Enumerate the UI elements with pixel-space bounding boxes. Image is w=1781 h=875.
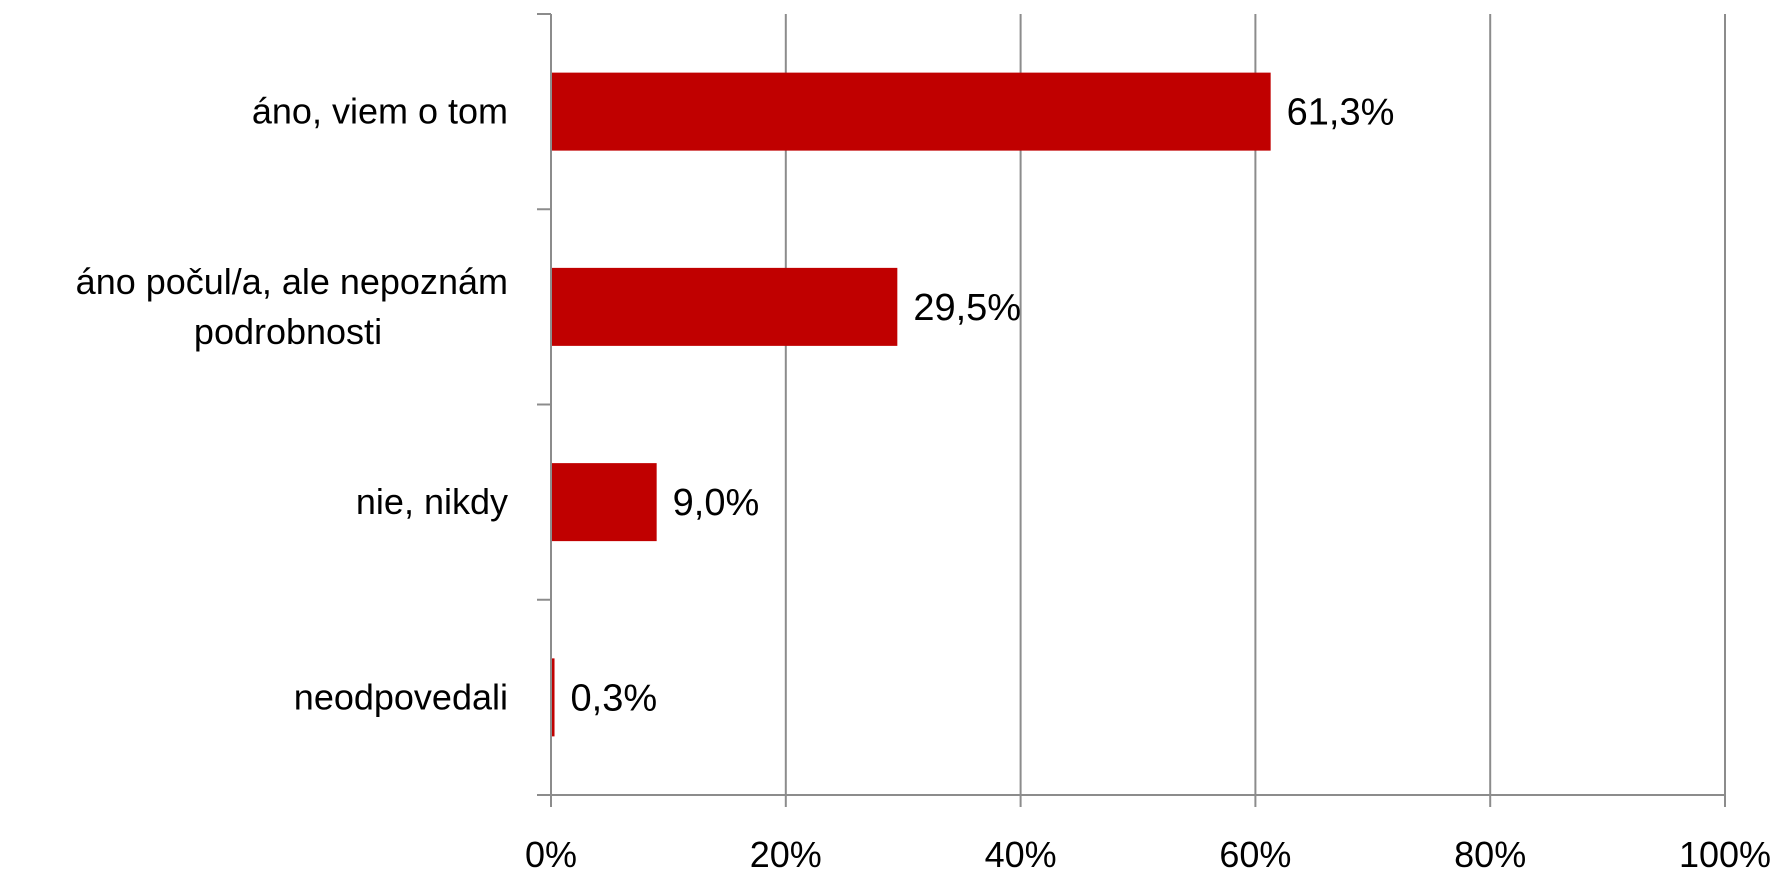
x-tick-label: 60% [1219, 834, 1291, 875]
x-tick-label: 0% [525, 834, 577, 875]
x-tick-labels: 0% 20% 40% 60% 80% 100% [525, 834, 1771, 875]
x-tick-label: 40% [985, 834, 1057, 875]
bar [552, 463, 657, 542]
x-tick-label: 100% [1679, 834, 1771, 875]
data-label: 29,5% [913, 287, 1021, 329]
x-tick-label: 80% [1454, 834, 1526, 875]
bar [552, 267, 898, 346]
data-label: 61,3% [1287, 92, 1395, 134]
category-labels: áno, viem o tom áno počul/a, ale nepoznám… [76, 91, 508, 718]
bars [552, 72, 1271, 737]
category-label: neodpovedali [294, 676, 508, 717]
bar [552, 658, 555, 737]
data-label: 9,0% [673, 482, 760, 524]
data-label: 0,3% [571, 677, 658, 719]
axes [537, 13, 1726, 807]
category-label: áno, viem o tom [252, 91, 508, 132]
category-label: podrobnosti [194, 311, 382, 352]
x-tick-label: 20% [750, 834, 822, 875]
category-label: nie, nikdy [356, 481, 508, 522]
bar [552, 72, 1271, 151]
category-label: áno počul/a, ale nepoznám [76, 261, 508, 302]
data-labels: 61,3% 29,5% 9,0% 0,3% [571, 92, 1395, 720]
